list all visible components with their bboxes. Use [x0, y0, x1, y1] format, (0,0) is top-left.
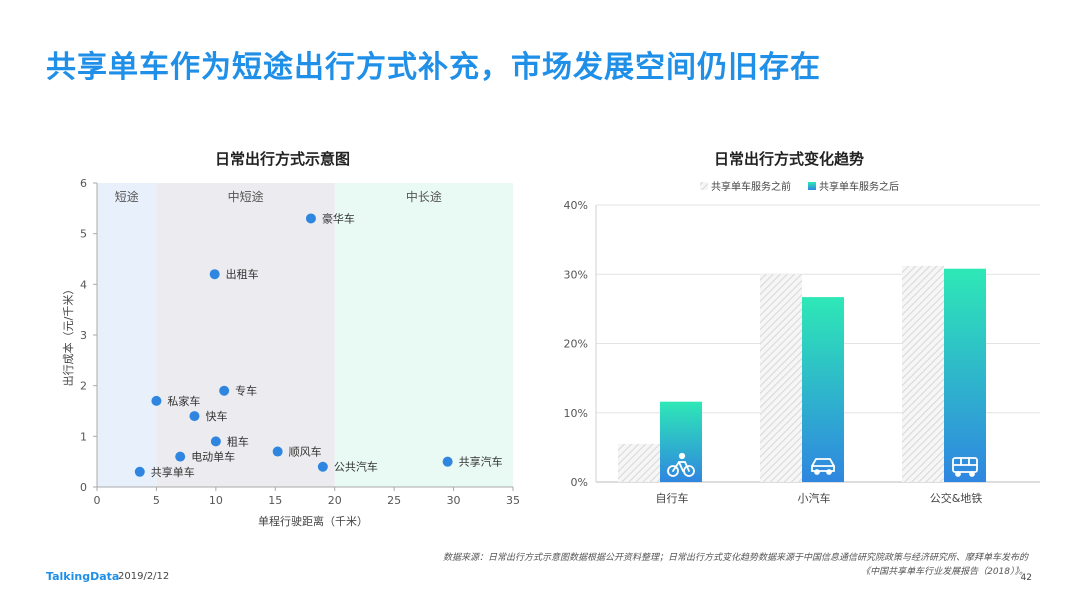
- point-label: 出租车: [226, 267, 259, 281]
- bar-before: [902, 265, 944, 482]
- y-tick-label: 0%: [571, 476, 588, 489]
- point-label: 快车: [205, 409, 227, 423]
- y-tick-label: 30%: [564, 268, 588, 281]
- category-label: 小汽车: [798, 491, 831, 505]
- x-tick-label: 30: [447, 494, 461, 507]
- y-axis-label: 出行成本（元/千米）: [61, 284, 75, 387]
- zone-band-0: [97, 183, 157, 487]
- point-label: 共享汽车: [459, 455, 503, 469]
- zone-label: 中短途: [228, 189, 264, 204]
- y-tick-label: 2: [80, 380, 87, 393]
- y-tick-label: 0: [80, 481, 87, 494]
- scatter-chart-title: 日常出行方式示意图: [215, 150, 351, 168]
- y-tick-label: 1: [80, 430, 87, 443]
- zone-band-1: [156, 183, 335, 487]
- zone-label: 短途: [115, 189, 139, 204]
- y-tick-label: 4: [80, 278, 87, 291]
- scatter-point: [151, 395, 162, 406]
- bar-after: [944, 268, 986, 482]
- y-tick-label: 3: [80, 329, 87, 342]
- scatter-point: [317, 461, 328, 472]
- legend-swatch-before: [700, 182, 708, 190]
- y-tick-label: 10%: [564, 407, 588, 420]
- bicycle-icon: [667, 452, 695, 477]
- y-tick-label: 5: [80, 228, 87, 241]
- scatter-point: [219, 385, 230, 396]
- scatter-point: [442, 456, 453, 467]
- brand-logo: TalkingData: [46, 570, 120, 583]
- x-tick-label: 35: [506, 494, 520, 507]
- category-label: 自行车: [656, 491, 689, 505]
- bus-icon: [952, 457, 978, 477]
- y-tick-label: 6: [80, 177, 87, 190]
- point-label: 私家车: [167, 394, 200, 408]
- scatter-point: [209, 269, 220, 280]
- x-tick-label: 25: [387, 494, 401, 507]
- legend-label-after: 共享单车服务之后: [819, 180, 899, 193]
- bar-after: [660, 401, 702, 482]
- page-number: 42: [1020, 573, 1032, 583]
- scatter-point: [272, 446, 283, 457]
- bar-before: [760, 274, 802, 482]
- x-tick-label: 0: [94, 494, 101, 507]
- data-source-line-1: 数据来源：日常出行方式示意图数据根据公开资料整理；日常出行方式变化趋势数据来源于…: [442, 553, 1028, 563]
- bar-chart-title: 日常出行方式变化趋势: [714, 150, 865, 168]
- point-label: 共享单车: [151, 465, 195, 479]
- point-label: 粗车: [227, 434, 249, 448]
- legend-label-before: 共享单车服务之前: [711, 180, 791, 193]
- legend-swatch-after: [808, 182, 816, 190]
- zone-label: 中长途: [406, 189, 442, 204]
- footer-date: 2019/2/12: [118, 571, 170, 582]
- point-label: 专车: [235, 384, 257, 398]
- scatter-point: [134, 466, 145, 477]
- point-label: 公共汽车: [334, 460, 378, 474]
- zone-band-2: [334, 183, 513, 487]
- category-label: 公交&地铁: [930, 491, 983, 505]
- scatter-point: [210, 436, 221, 447]
- data-source-note: 数据来源：日常出行方式示意图数据根据公开资料整理；日常出行方式变化趋势数据来源于…: [443, 551, 1028, 579]
- page-title: 共享单车作为短途出行方式补充，市场发展空间仍旧存在: [46, 50, 821, 85]
- x-tick-label: 10: [209, 494, 223, 507]
- y-tick-label: 20%: [564, 338, 588, 351]
- bar-before: [618, 443, 660, 482]
- point-label: 顺风车: [289, 445, 322, 459]
- x-tick-label: 15: [268, 494, 282, 507]
- scatter-point: [305, 213, 316, 224]
- scatter-point: [189, 411, 200, 422]
- x-tick-label: 20: [328, 494, 342, 507]
- scatter-point: [175, 451, 186, 462]
- car-icon: [811, 458, 835, 475]
- x-axis-label: 单程行驶距离（千米）: [258, 514, 368, 528]
- data-source-line-2: 《中国共享单车行业发展报告（2018）》。: [861, 567, 1028, 577]
- bar-after: [802, 297, 844, 482]
- point-label: 电动单车: [191, 450, 235, 464]
- y-tick-label: 40%: [564, 199, 588, 212]
- point-label: 豪华车: [322, 211, 355, 225]
- x-tick-label: 5: [153, 494, 160, 507]
